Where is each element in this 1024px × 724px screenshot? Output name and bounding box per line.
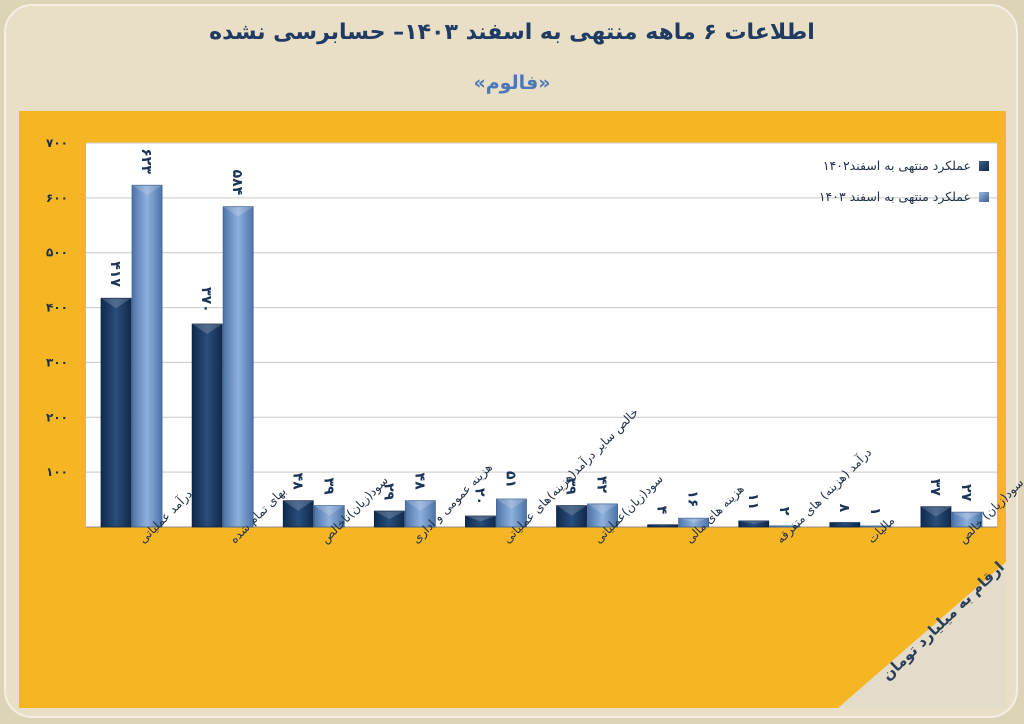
bar-bevel	[101, 298, 132, 309]
bar-1402	[100, 297, 132, 528]
bar-bevel	[405, 500, 436, 511]
y-tick-label: ۵۰۰	[46, 246, 68, 260]
bar-bevel	[223, 206, 254, 217]
bar-1402	[829, 522, 861, 528]
data-label: ۲۷	[958, 484, 974, 502]
data-label: ۴۸	[289, 473, 305, 491]
bar-1402	[738, 520, 770, 528]
x-tick-label: مالیات	[865, 513, 898, 546]
bar-1402	[373, 510, 405, 528]
y-tick-label: ۳۰۰	[46, 355, 68, 369]
data-label: ۱۱	[745, 493, 761, 510]
bar-1403	[951, 511, 983, 528]
bar-bevel	[920, 506, 951, 517]
data-label: ۵۸۴	[229, 170, 245, 196]
bar-bevel	[283, 500, 314, 511]
bar-1402	[465, 515, 496, 528]
bar-bevel	[587, 503, 618, 514]
y-tick-label: ۶۰۰	[46, 191, 68, 205]
data-label: ۴۲	[594, 476, 610, 494]
legend-item-1403: عملکرد منتهی به اسفند ۱۴۰۳	[764, 189, 989, 204]
company-name: «فالوم»	[473, 72, 551, 94]
data-label: ۶۲۳	[138, 148, 154, 174]
y-tick-label: ۷۰۰	[46, 136, 68, 150]
data-label: ۲۹	[380, 483, 396, 501]
legend-label-1402: عملکرد منتهی به اسفند۱۴۰۲	[822, 158, 971, 173]
data-label: ۳۷	[927, 479, 943, 497]
bar-bevel	[496, 499, 527, 510]
bar-1403	[678, 517, 710, 528]
bar-1403	[313, 505, 345, 528]
y-tick-label: ۲۰۰	[46, 410, 68, 424]
data-label: ۲	[776, 507, 792, 516]
bar-bevel	[556, 505, 587, 516]
bar-bevel	[951, 512, 982, 520]
data-label: ۸	[836, 504, 852, 513]
legend-item-1402: عملکرد منتهی به اسفند۱۴۰۲	[764, 158, 989, 173]
bar-bevel	[314, 505, 345, 516]
data-label: ۲۰	[471, 488, 487, 505]
bar-1402	[282, 500, 314, 528]
legend-swatch-1403	[979, 191, 989, 202]
bar-bevel	[738, 520, 769, 524]
bar-1403	[496, 498, 527, 528]
x-tick-label: درآمد (هزینه) های متفرقه	[773, 445, 875, 547]
y-tick-label: ۱۰۰	[46, 465, 68, 479]
data-label: ۵۱	[502, 471, 518, 488]
bar-1402	[920, 506, 952, 528]
bar-bevel	[192, 324, 223, 335]
bar-1402	[647, 524, 679, 528]
bar-1403	[587, 503, 618, 528]
legend-swatch-1402	[979, 160, 989, 171]
bar-bevel	[374, 511, 405, 520]
bar-1402	[191, 323, 223, 528]
bar-1403	[860, 525, 892, 528]
data-label: ۴	[654, 506, 670, 515]
data-label: ۴۱۷	[107, 261, 123, 287]
bar-1403	[222, 206, 254, 528]
data-label: ۳۹	[563, 478, 579, 496]
bar-1402	[556, 505, 587, 528]
data-label: ۳۷۰	[198, 287, 214, 313]
bar-bevel	[132, 185, 163, 196]
data-label: ۳۹	[320, 478, 336, 496]
chart-title: اطلاعات ۶ ماهه منتهی به اسفند ۱۴۰۳– حساب…	[209, 20, 815, 45]
bar-1403	[769, 525, 801, 528]
data-label: ۱۶	[685, 490, 701, 507]
bar-bevel	[465, 516, 496, 522]
legend-label-1403: عملکرد منتهی به اسفند ۱۴۰۳	[818, 189, 971, 204]
bar-1403	[131, 184, 163, 528]
legend: عملکرد منتهی به اسفند۱۴۰۲ عملکرد منتهی ب…	[764, 158, 989, 220]
data-label: ۴۸	[411, 473, 427, 491]
bar-1403	[404, 500, 436, 528]
bar-bevel	[678, 518, 709, 523]
data-label: ۱	[867, 507, 883, 516]
y-tick-label: ۴۰۰	[46, 301, 68, 315]
